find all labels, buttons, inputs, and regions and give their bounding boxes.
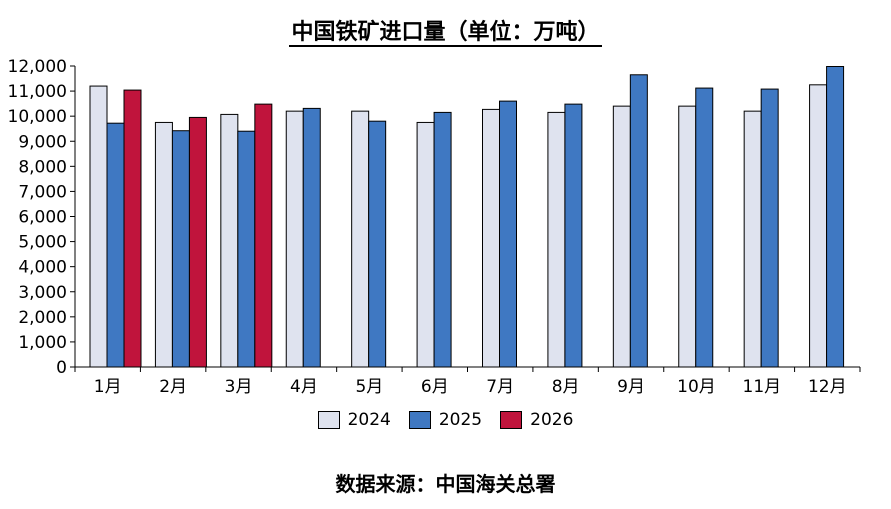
legend-label: 2025 [438,410,483,430]
bar-2025-3月 [237,130,256,368]
legend-item-2026: 2026 [500,410,573,430]
bar-2026-1月 [123,89,142,368]
y-tick-label: 12,000 [8,57,67,77]
legend-item-2025: 2025 [408,410,483,430]
bar-2024-8月 [547,111,566,368]
y-tick-label: 7,000 [18,182,67,202]
bar-2024-12月 [809,84,828,368]
x-tick-label: 5月 [355,377,383,397]
legend-item-2024: 2024 [317,410,391,430]
bar-2025-5月 [368,120,387,368]
y-axis: 0 1,000 2,000 3,000 4,000 5,000 6,000 7,000 8,00… [8,57,76,378]
y-tick-label: 11,000 [8,82,67,102]
x-tick-label: 6月 [421,377,449,397]
bar-2024-5月 [351,110,370,368]
bar-2024-9月 [612,105,631,368]
bar-2025-7月 [499,100,517,368]
source-note: 数据来源：中国海关总署 [335,472,556,496]
bar-2024-6月 [416,121,435,368]
y-tick-label: 10,000 [8,107,67,127]
x-tick-label: 7月 [486,377,514,397]
bar-2024-10月 [678,105,697,368]
y-tick-label: 3,000 [18,283,67,303]
x-tick-label: 12月 [808,377,847,397]
bar-2024-7月 [482,108,500,368]
y-tick-label: 9,000 [18,132,67,152]
x-axis: 1月 2月 3月 4月 5月 6月 7月 8月 9月 10月 11月 12月 [74,366,861,397]
bar-2024-4月 [285,110,304,368]
x-tick-label: 2月 [159,377,187,397]
bar-2025-11月 [760,88,779,368]
x-tick-label: 8月 [552,377,580,397]
bar-2025-9月 [629,74,648,368]
chart-title: 中国铁矿进口量（单位：万吨） [289,20,602,47]
x-tick-label: 9月 [617,377,645,397]
y-tick-label: 0 [56,358,67,378]
bar-2025-12月 [826,66,845,368]
bar-2025-1月 [106,122,125,368]
x-tick-label: 3月 [225,377,253,397]
legend-swatch [317,411,340,429]
legend-swatch [500,411,523,429]
bar-2025-8月 [564,103,583,368]
y-tick-label: 8,000 [18,157,67,177]
y-tick-label: 1,000 [18,333,67,353]
legend: 2024 2025 2026 [0,410,891,430]
bar-2025-10月 [695,87,714,368]
x-tick-label: 4月 [290,377,318,397]
y-tick-label: 5,000 [18,233,67,253]
bar-2025-2月 [171,130,190,368]
y-tick-label: 6,000 [18,208,67,228]
legend-label: 2024 [347,410,391,430]
y-tick-label: 2,000 [18,308,67,328]
bar-2024-11月 [743,110,762,368]
bar-2024-1月 [89,85,108,368]
bar-2026-2月 [188,116,207,368]
x-tick-label: 1月 [94,377,122,397]
legend-swatch [408,411,431,429]
bar-2025-4月 [302,107,321,368]
bar-2026-3月 [254,103,273,368]
bars [89,66,845,368]
bar-2025-6月 [433,111,452,368]
bar-2024-3月 [220,113,239,368]
y-tick-label: 4,000 [18,258,67,278]
x-tick-label: 10月 [677,377,716,397]
bar-2024-2月 [154,121,173,368]
legend-label: 2026 [530,410,574,430]
x-tick-label: 11月 [743,377,782,397]
